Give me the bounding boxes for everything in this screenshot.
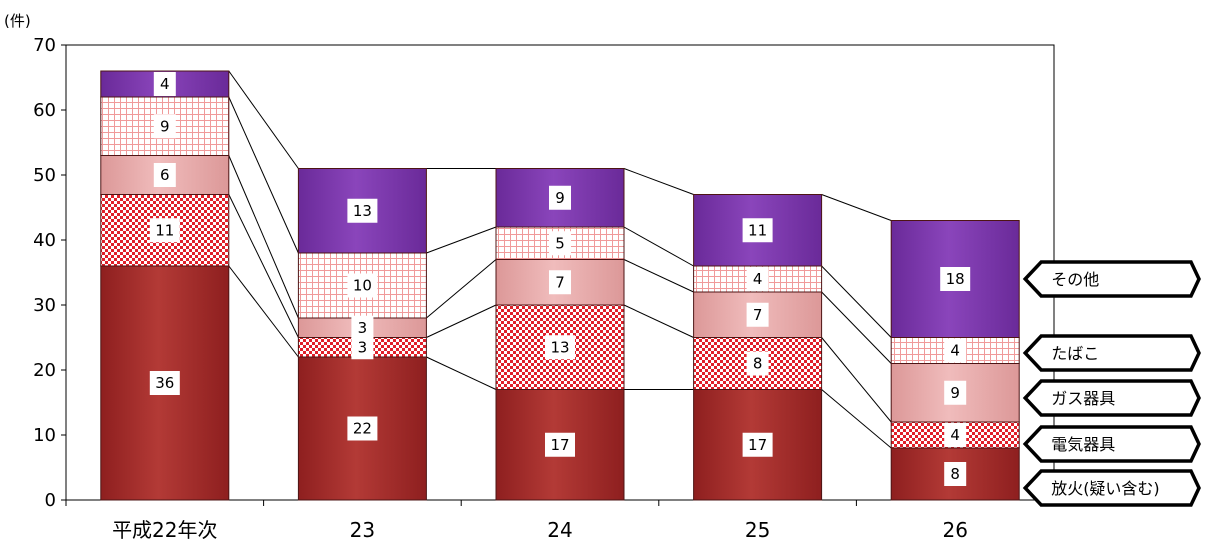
series-connector-line xyxy=(426,226,497,254)
data-label-box xyxy=(742,432,773,457)
data-label-box xyxy=(944,462,967,486)
y-tick-label: 70 xyxy=(33,35,56,56)
y-tick-label: 50 xyxy=(33,165,56,186)
data-label: 10 xyxy=(353,277,372,295)
data-label-box xyxy=(545,335,575,360)
data-label-box xyxy=(347,416,378,441)
legend-label: ガス器具 xyxy=(1051,389,1115,408)
series-connector-line xyxy=(821,389,892,449)
data-label: 8 xyxy=(950,465,960,483)
data-label: 4 xyxy=(950,342,960,360)
series-connector-line xyxy=(623,226,694,267)
y-tick-label: 40 xyxy=(33,230,56,251)
data-label: 18 xyxy=(946,270,965,288)
y-tick-label: 60 xyxy=(33,100,56,121)
data-label: 4 xyxy=(950,426,960,444)
data-label-box xyxy=(351,335,374,360)
data-label-box xyxy=(347,198,378,223)
data-label: 13 xyxy=(550,338,569,356)
data-label: 17 xyxy=(550,436,569,454)
legend-label: たばこ xyxy=(1051,344,1099,363)
data-label: 7 xyxy=(753,306,763,324)
data-label-box xyxy=(944,380,967,405)
data-label: 17 xyxy=(748,436,767,454)
data-label: 9 xyxy=(950,384,960,402)
series-connector-line xyxy=(228,194,299,338)
data-label: 36 xyxy=(155,374,174,392)
legend-callout xyxy=(1022,334,1201,372)
x-category-label: 23 xyxy=(350,518,375,542)
series-connector-line xyxy=(426,259,497,319)
legend-callout xyxy=(1022,260,1201,298)
data-label-box xyxy=(746,267,769,291)
data-label-box xyxy=(549,185,571,210)
data-label: 22 xyxy=(353,420,372,438)
data-label-box xyxy=(746,302,769,327)
data-label: 9 xyxy=(555,189,565,207)
data-label: 3 xyxy=(358,319,368,337)
y-tick-label: 0 xyxy=(45,490,56,511)
data-label-box xyxy=(149,371,180,395)
series-connector-line xyxy=(821,194,892,221)
y-tick-label: 30 xyxy=(33,295,56,316)
data-label-box xyxy=(944,423,967,447)
x-category-label: 平成22年次 xyxy=(112,518,217,542)
series-connector-line xyxy=(426,304,497,338)
data-label: 7 xyxy=(555,273,565,291)
legend-callout xyxy=(1022,425,1201,463)
x-category-label: 26 xyxy=(942,518,967,542)
data-label-box xyxy=(153,163,176,187)
data-label: 3 xyxy=(358,338,368,356)
data-label: 11 xyxy=(748,221,767,239)
x-category-label: 24 xyxy=(547,518,572,542)
series-connector-line xyxy=(821,291,892,364)
series-connector-line xyxy=(228,96,299,254)
data-label-box xyxy=(940,267,971,291)
data-label: 6 xyxy=(160,166,170,184)
data-label: 11 xyxy=(155,221,174,239)
data-label-box xyxy=(944,338,967,363)
series-connector-line xyxy=(623,168,694,195)
data-label: 5 xyxy=(555,234,565,252)
data-label-box xyxy=(153,114,176,139)
series-connector-line xyxy=(821,337,892,423)
data-label: 9 xyxy=(160,117,170,135)
legend-label: 放火(疑い含む) xyxy=(1051,479,1160,498)
data-label: 8 xyxy=(753,355,763,373)
series-connector-line xyxy=(623,259,694,293)
data-label-box xyxy=(549,270,571,295)
legend-callout xyxy=(1022,469,1201,507)
data-label: 4 xyxy=(160,75,170,93)
series-connector-line xyxy=(228,155,299,319)
legend-label: その他 xyxy=(1051,270,1099,289)
series-connector-line xyxy=(821,265,892,338)
data-label-box xyxy=(549,231,571,256)
y-tick-label: 20 xyxy=(33,360,56,381)
data-label-box xyxy=(746,351,769,376)
series-connector-line xyxy=(228,70,299,169)
legend-callout xyxy=(1022,379,1201,417)
y-axis-unit: (件) xyxy=(4,12,31,30)
data-label: 4 xyxy=(753,270,763,288)
data-label: 13 xyxy=(353,202,372,220)
data-label-box xyxy=(347,273,378,298)
series-connector-line xyxy=(426,356,497,390)
y-tick-label: 10 xyxy=(33,425,56,446)
x-category-label: 25 xyxy=(745,518,770,542)
legend-label: 電気器具 xyxy=(1051,435,1115,454)
data-label-box xyxy=(545,432,575,457)
bar-segment xyxy=(100,194,230,267)
series-connector-line xyxy=(623,304,694,338)
data-label-box xyxy=(153,72,176,96)
data-label-box xyxy=(351,315,374,340)
series-connector-line xyxy=(228,265,299,358)
data-label-box xyxy=(742,218,773,243)
data-label-box xyxy=(149,218,180,243)
